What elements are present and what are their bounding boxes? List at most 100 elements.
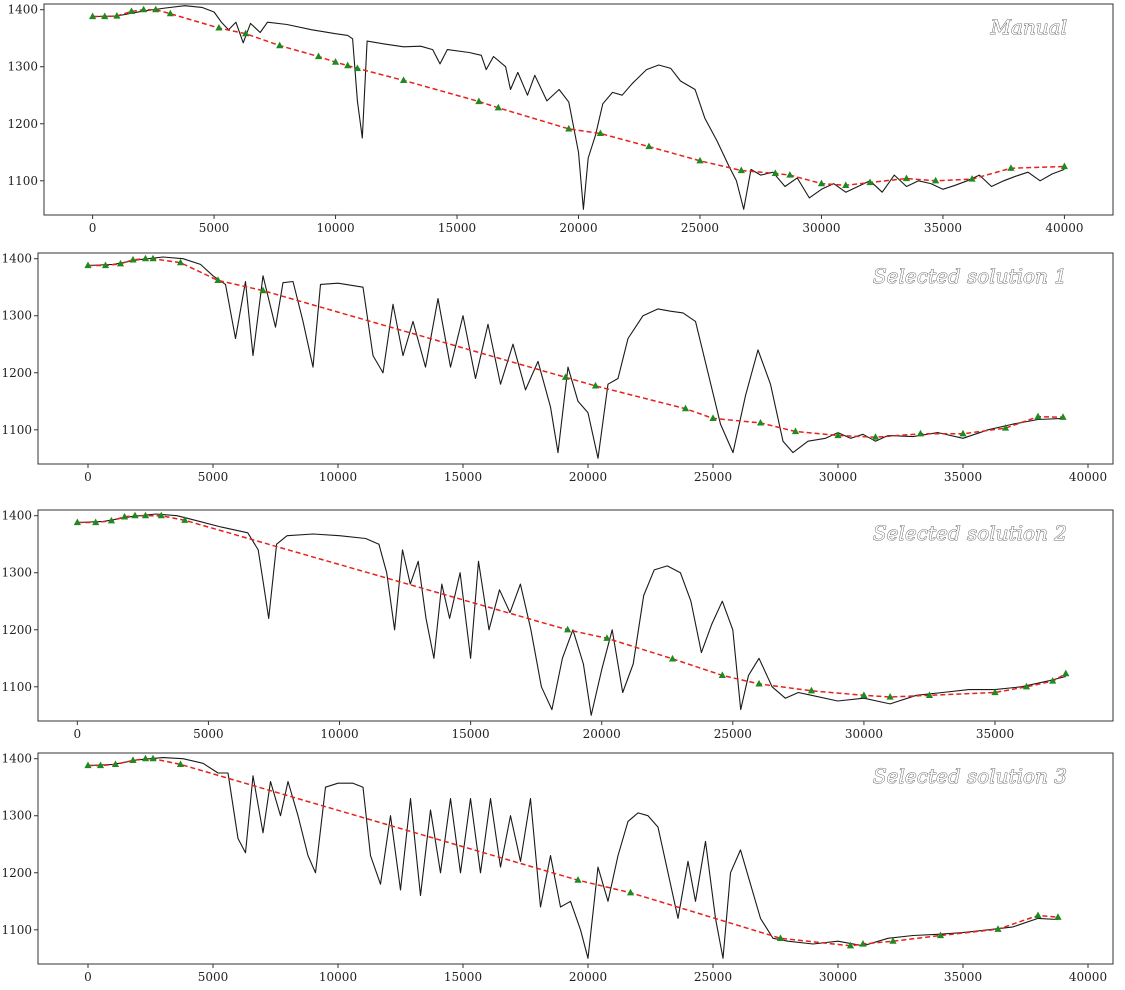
x-tick-label: 5000	[198, 470, 229, 484]
y-tick-label: 1400	[1, 252, 32, 266]
design-point-marker	[776, 934, 785, 941]
design-point-marker	[1054, 913, 1062, 920]
chart-panel-1: 0 5000 10000 15000 20000 25000 30000 35000 40000…	[7, 3, 1114, 235]
design-point-marker	[215, 23, 223, 31]
design-point-marker	[127, 7, 136, 15]
design-point-marker	[120, 512, 129, 520]
panel-title: Manual	[990, 15, 1067, 39]
design-point-marker	[84, 261, 92, 269]
y-tick-label: 1400	[7, 3, 38, 17]
terrain-profile-line	[77, 513, 1066, 716]
x-tick-label: 20000	[559, 221, 597, 235]
design-point-marker	[129, 756, 137, 764]
design-point-marker	[475, 97, 483, 105]
plot-frame	[43, 3, 1114, 216]
x-tick-label: 35000	[944, 970, 982, 984]
design-point-marker	[101, 261, 110, 269]
y-tick-label: 1300	[1, 309, 32, 323]
design-point-marker	[131, 511, 139, 519]
x-tick-label: 30000	[845, 727, 883, 741]
x-tick-label: 40000	[1045, 221, 1083, 235]
terrain-profile-line	[87, 757, 1059, 959]
panel-title: Selected solution 1	[873, 264, 1067, 288]
design-point-marker	[786, 171, 794, 178]
design-point-marker	[166, 9, 174, 17]
design-point-marker	[871, 433, 880, 440]
design-point-marker	[276, 41, 284, 49]
y-tick-label: 1400	[1, 509, 32, 523]
design-point-marker	[574, 876, 582, 883]
plot-frame	[37, 252, 1114, 465]
design-point-marker	[936, 931, 945, 939]
design-point-marker	[668, 654, 677, 662]
y-tick-label: 1400	[1, 752, 32, 766]
design-point-marker	[718, 671, 726, 678]
design-profile-line	[88, 257, 1064, 438]
design-point-marker	[932, 176, 940, 184]
design-point-marker	[152, 5, 160, 13]
x-tick-label: 0	[84, 970, 92, 984]
design-point-marker	[994, 925, 1002, 932]
chart-panel-3: 0 5000 10000 15000 20000 25000 30000 35000 1100 1…	[1, 509, 1114, 741]
design-point-marker	[129, 255, 137, 263]
design-point-marker	[1059, 413, 1067, 420]
x-tick-label: 0	[89, 221, 97, 235]
x-tick-label: 5000	[193, 727, 224, 741]
design-point-marker	[107, 516, 116, 524]
design-point-marker	[959, 429, 967, 437]
y-tick-label: 1200	[1, 623, 32, 637]
design-point-marker	[1034, 412, 1042, 420]
design-profile-line	[77, 514, 1067, 698]
design-point-marker	[111, 760, 120, 768]
x-tick-label: 10000	[316, 221, 354, 235]
design-point-marker	[755, 679, 763, 687]
design-point-marker	[314, 52, 323, 60]
x-tick-label: 5000	[199, 221, 230, 235]
design-point-marker	[141, 254, 150, 262]
y-tick-label: 1200	[7, 117, 38, 131]
x-tick-label: 35000	[924, 221, 962, 235]
design-point-marker	[860, 691, 868, 698]
design-point-marker	[842, 181, 850, 188]
design-point-marker	[494, 103, 502, 111]
design-point-marker	[141, 754, 150, 762]
y-tick-label: 1100	[1, 680, 32, 694]
x-tick-label: 35000	[976, 727, 1014, 741]
design-point-marker	[149, 754, 157, 762]
design-point-marker	[968, 175, 976, 182]
design-point-marker	[925, 691, 934, 698]
y-tick-label: 1100	[1, 423, 32, 437]
design-point-marker	[176, 258, 185, 266]
design-point-marker	[353, 64, 362, 72]
design-point-marker	[181, 516, 189, 523]
design-profile-line	[92, 8, 1065, 187]
design-point-marker	[565, 124, 573, 132]
y-tick-label: 1300	[7, 60, 38, 74]
design-point-marker	[101, 12, 109, 20]
x-tick-label: 30000	[819, 970, 857, 984]
x-tick-label: 35000	[944, 470, 982, 484]
x-tick-label: 10000	[320, 727, 358, 741]
plot-area	[84, 254, 1067, 459]
design-point-marker	[645, 142, 653, 150]
design-point-marker	[737, 166, 745, 174]
design-point-marker	[561, 373, 570, 380]
design-point-marker	[157, 511, 165, 519]
x-tick-label: 40000	[1069, 970, 1107, 984]
x-tick-label: 20000	[569, 470, 607, 484]
design-point-marker	[771, 169, 779, 176]
x-tick-label: 30000	[802, 221, 840, 235]
design-point-marker	[626, 888, 635, 896]
x-tick-label: 0	[74, 727, 82, 741]
y-tick-label: 1100	[7, 174, 38, 188]
x-tick-label: 30000	[819, 470, 857, 484]
x-tick-label: 5000	[198, 970, 229, 984]
design-point-marker	[73, 518, 81, 526]
design-point-marker	[807, 686, 816, 694]
design-point-marker	[596, 129, 604, 137]
chart-panel-2: 0 5000 10000 15000 20000 25000 30000 35000 40000…	[1, 252, 1114, 484]
x-tick-label: 20000	[583, 727, 621, 741]
design-point-marker	[116, 259, 125, 267]
design-point-marker	[344, 61, 352, 69]
